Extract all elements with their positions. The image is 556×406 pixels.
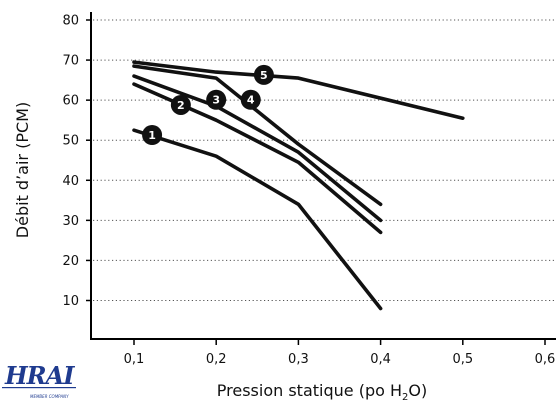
series-line-3 [132,74,383,223]
series-badge-label-5: 5 [260,69,268,82]
grid-lines [93,19,556,301]
series-badge-3 [206,89,227,110]
logo-wordmark: HRAI [4,362,75,390]
x-axis-label-end: O) [408,381,427,400]
x-axis-label-main: Pression statique (po H [217,381,402,400]
y-tick-label-20: 20 [62,254,79,269]
series-badge-label-2: 2 [177,99,185,112]
x-tick-label-2: 0,3 [288,352,309,367]
x-axis-label: Pression statique (po H2O) [217,381,427,403]
series-badge-5 [253,64,274,85]
hrai-logo: HRAI MEMBER COMPANY [2,362,76,399]
y-tick-label-80: 80 [62,14,79,29]
y-tick-label-40: 40 [62,174,79,189]
series-badge-4 [240,89,261,110]
series-badge-label-3: 3 [212,94,220,107]
x-tick-label-3: 0,4 [370,352,391,367]
y-tick-label-30: 30 [62,214,79,229]
y-tick-label-60: 60 [62,94,79,109]
x-tick-label-4: 0,5 [452,352,473,367]
series-badge-1 [142,125,163,146]
series-badges: 1 2 3 45 [142,64,274,146]
logo-underline [2,387,76,389]
x-tick-label-0: 0,1 [124,352,145,367]
x-tick-labels: 0,1 0,2 0,3 0,4 0,5 0,6 [124,339,556,367]
series-badge-label-4: 4 [247,94,255,107]
y-tick-label-50: 50 [62,134,79,149]
x-tick-label-5: 0,6 [535,352,556,367]
x-tick-label-1: 0,2 [206,352,227,367]
y-tick-label-70: 70 [62,54,79,69]
series-line-4 [132,64,383,207]
x-axis-label-subscript: 2 [402,392,408,403]
series-badge-2 [170,94,191,115]
y-tick-label-10: 10 [62,294,79,309]
y-axis-label: Débit d’air (PCM) [13,102,32,238]
y-tick-labels: 10 20 30 40 50 60 70 80 [62,14,91,309]
logo-member-text: MEMBER COMPANY [30,394,69,399]
series-badge-label-1: 1 [148,129,156,142]
series-line-1 [132,128,383,311]
